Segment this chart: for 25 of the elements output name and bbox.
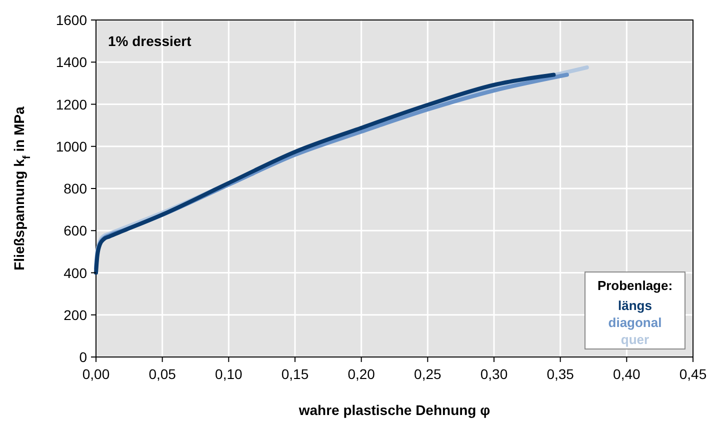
y-tick-label: 1600 <box>56 12 88 28</box>
x-tick-label: 0,45 <box>679 366 707 382</box>
y-tick-label: 0 <box>79 349 88 365</box>
x-tick-label: 0,25 <box>414 366 442 382</box>
x-tick-label: 0,00 <box>82 366 110 382</box>
text: quer <box>620 332 650 347</box>
x-tick-label: 0,40 <box>613 366 641 382</box>
y-tick-label: 200 <box>64 306 88 323</box>
y-tick-label: 800 <box>64 180 88 196</box>
y-tick-label: 400 <box>64 264 88 281</box>
y-tick-label: 1200 <box>56 96 88 112</box>
y-tick-label: 1000 <box>56 138 88 154</box>
annotation: 1% dressiert <box>108 33 192 49</box>
x-axis-title: wahre plastische Dehnung φ <box>298 402 490 418</box>
text: längs <box>618 298 652 313</box>
legend-title: Probenlage: <box>597 278 673 293</box>
y-tick-label: 600 <box>64 222 88 239</box>
x-tick-label: 0,10 <box>215 366 243 382</box>
y-tick-label: 1400 <box>56 54 88 70</box>
x-tick-label: 0,20 <box>348 366 376 382</box>
x-tick-label: 0,30 <box>480 366 508 382</box>
text: diagonal <box>608 315 662 330</box>
x-tick-label: 0,15 <box>281 366 309 382</box>
x-tick-label: 0,05 <box>148 366 176 382</box>
x-tick-label: 0,35 <box>546 366 574 382</box>
